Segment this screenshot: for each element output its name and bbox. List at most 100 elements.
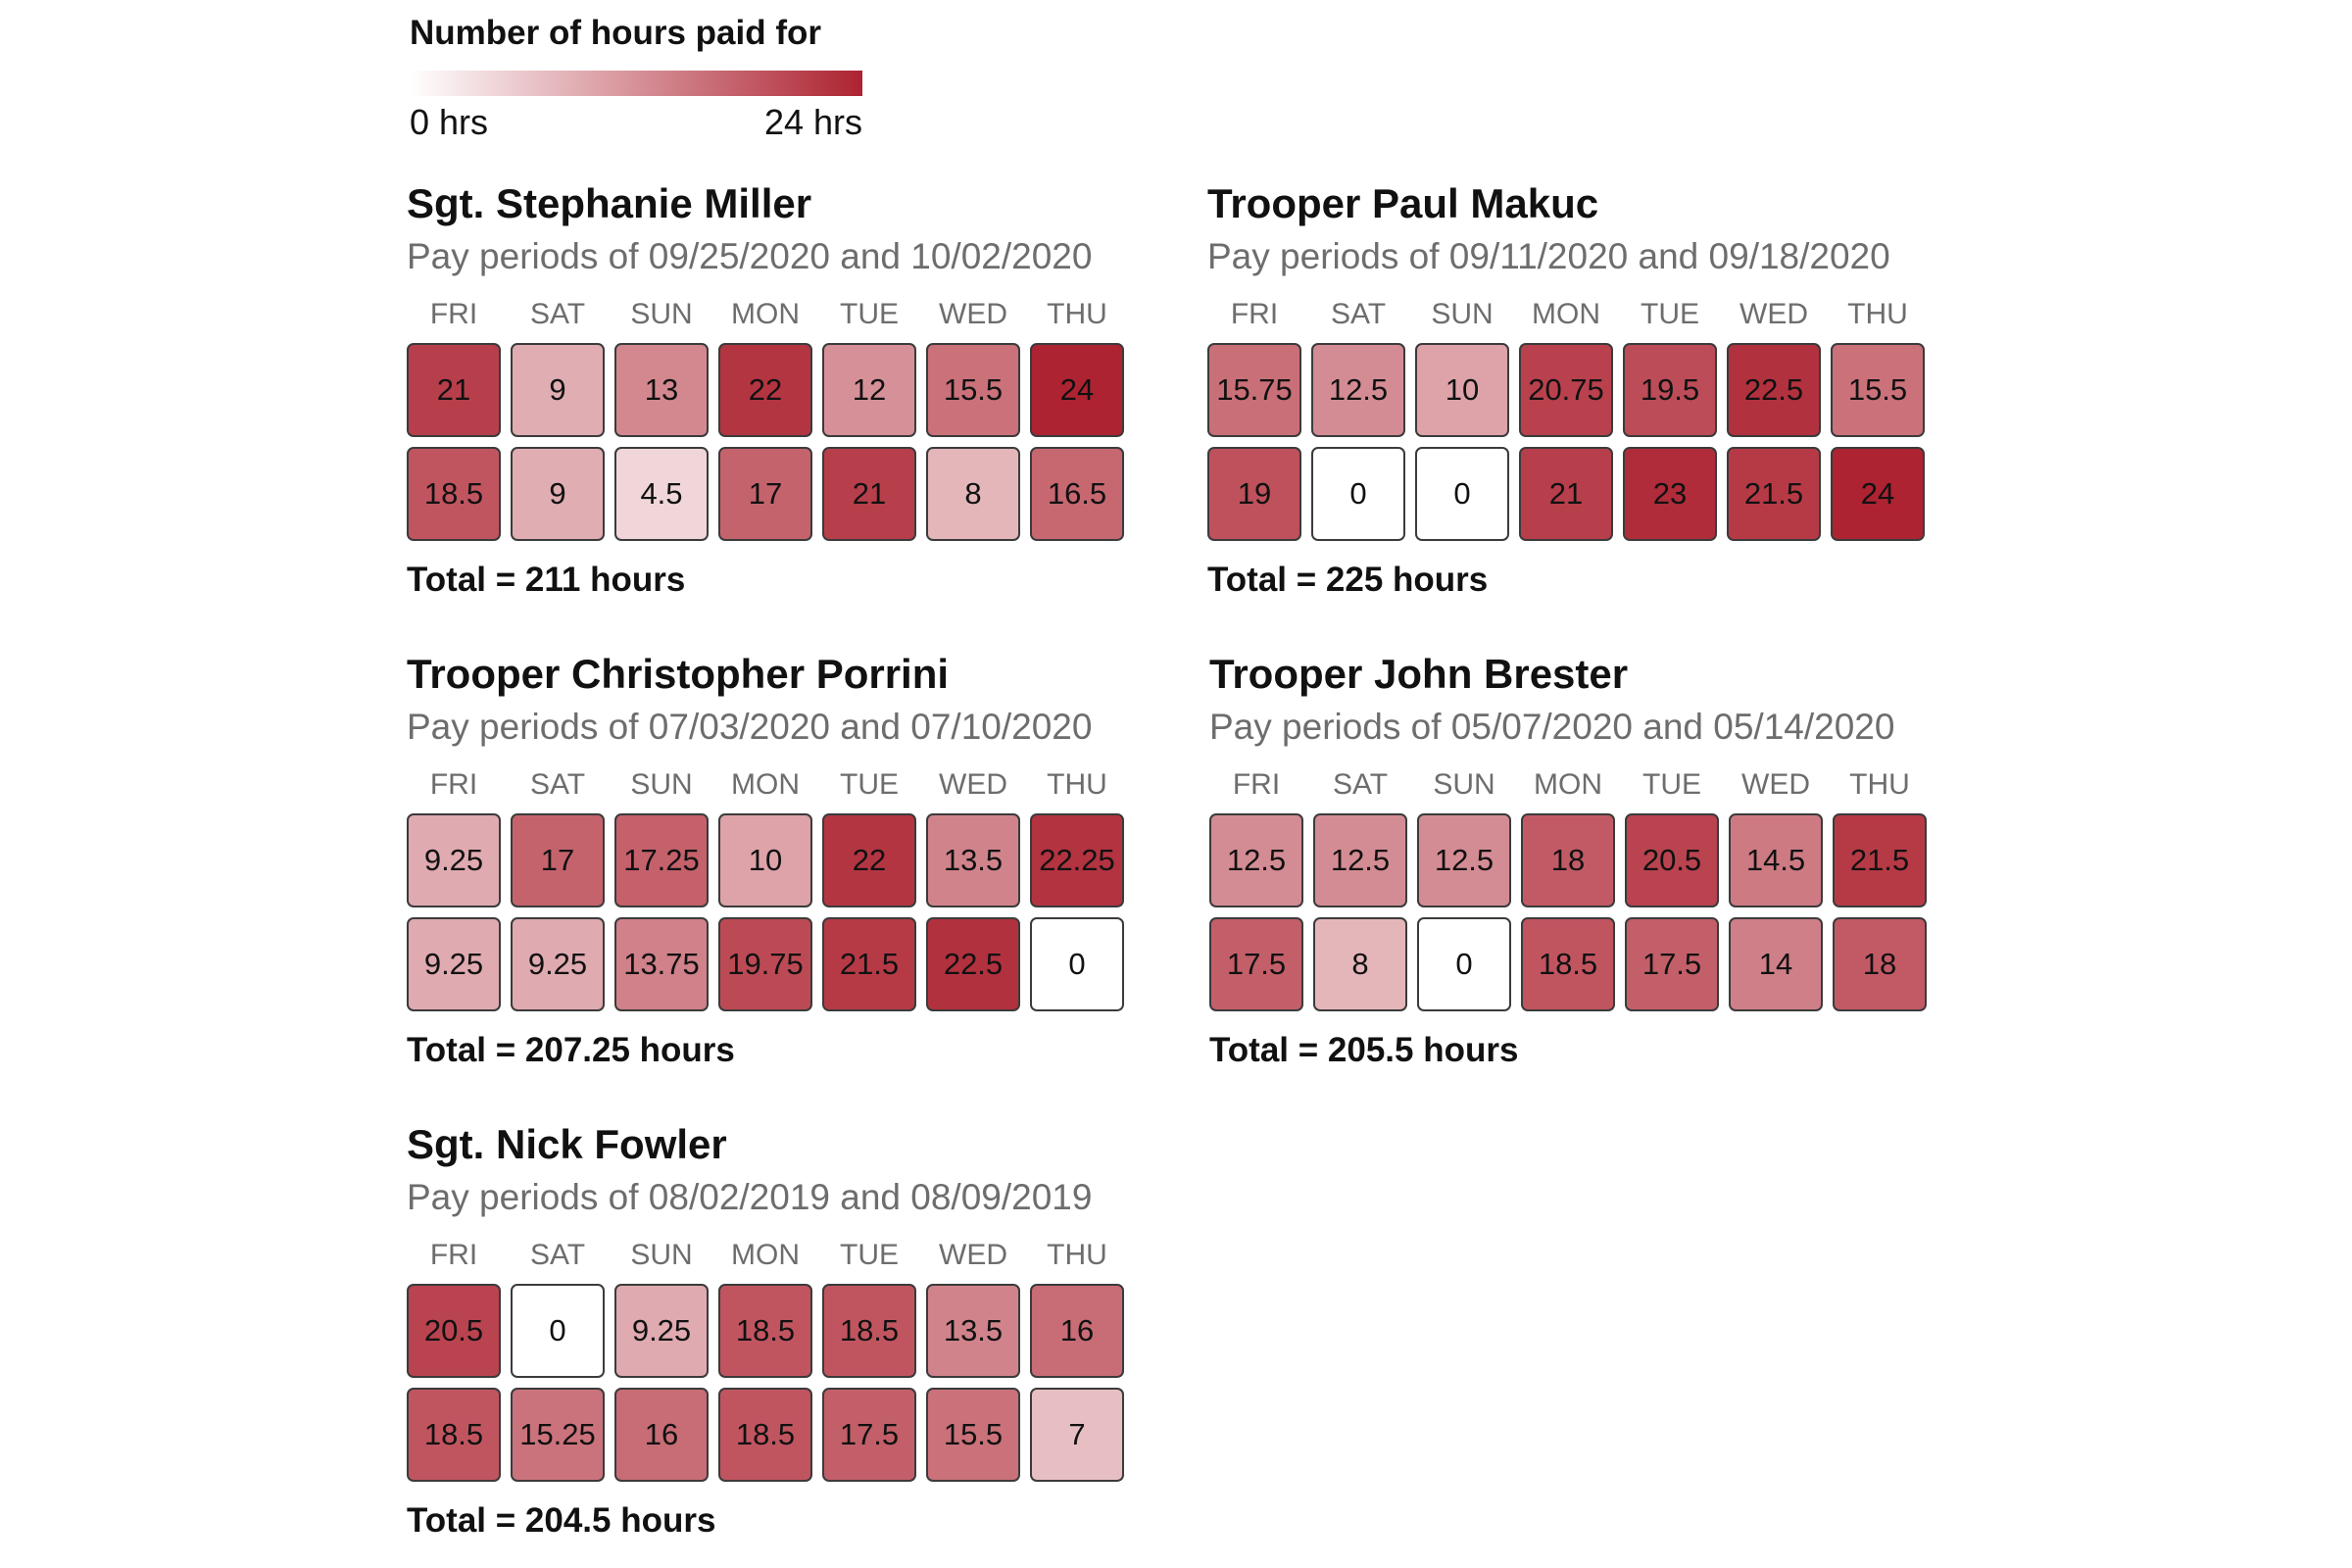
heatmap-cell: 20.5 bbox=[407, 1284, 501, 1378]
heatmap-cell: 19.75 bbox=[718, 917, 812, 1011]
heatmap-cell: 18.5 bbox=[1521, 917, 1615, 1011]
heatmap-grid: 21 9 13 22 12 15.5 24 18.5 9 4.5 17 21 8 16.5 bbox=[407, 343, 1132, 543]
day-label-sat: SAT bbox=[529, 768, 586, 801]
heatmap-cell: 17.5 bbox=[822, 1388, 916, 1482]
day-label-fri: FRI bbox=[429, 1239, 478, 1271]
heatmap-cell: 23 bbox=[1623, 447, 1717, 541]
heatmap-cell: 16 bbox=[1030, 1284, 1124, 1378]
heatmap-cell: 21.5 bbox=[822, 917, 916, 1011]
heatmap-cell: 21 bbox=[1519, 447, 1613, 541]
heatmap-cell: 18.5 bbox=[718, 1284, 812, 1378]
heatmap-cell: 18.5 bbox=[407, 1388, 501, 1482]
panel-total: Total = 205.5 hours bbox=[1209, 1031, 1519, 1069]
heatmap-grid: 20.5 0 9.25 18.5 18.5 13.5 16 18.5 15.25 16 18.5 17… bbox=[407, 1284, 1132, 1484]
heatmap-cell: 12.5 bbox=[1313, 813, 1407, 907]
heatmap-cell: 14 bbox=[1729, 917, 1823, 1011]
day-labels: FRI SAT SUN MON TUE WED THU bbox=[407, 762, 1132, 808]
panel-subtitle: Pay periods of 08/02/2019 and 08/09/2019 bbox=[407, 1177, 1093, 1217]
day-label-wed: WED bbox=[939, 1239, 1007, 1271]
day-labels: FRI SAT SUN MON TUE WED THU bbox=[1207, 292, 1933, 337]
legend-max-label: 24 hrs bbox=[763, 102, 862, 142]
heatmap-cell: 22 bbox=[718, 343, 812, 437]
day-label-wed: WED bbox=[939, 768, 1007, 801]
heatmap-cell: 18 bbox=[1833, 917, 1927, 1011]
heatmap-cell: 4.5 bbox=[614, 447, 709, 541]
heatmap-cell: 13.5 bbox=[926, 1284, 1020, 1378]
heatmap-cell: 0 bbox=[1417, 917, 1511, 1011]
day-label-thu: THU bbox=[1849, 768, 1910, 801]
heatmap-cell: 22.25 bbox=[1030, 813, 1124, 907]
day-label-sat: SAT bbox=[529, 1239, 586, 1271]
heatmap-cell: 8 bbox=[926, 447, 1020, 541]
day-label-wed: WED bbox=[1741, 768, 1810, 801]
day-label-wed: WED bbox=[1740, 298, 1808, 330]
panel-total: Total = 207.25 hours bbox=[407, 1031, 735, 1069]
heatmap-cell: 15.5 bbox=[926, 343, 1020, 437]
heatmap-cell: 12.5 bbox=[1209, 813, 1303, 907]
panel-title: Trooper Christopher Porrini bbox=[407, 651, 950, 697]
heatmap-cell: 13 bbox=[614, 343, 709, 437]
heatmap-cell: 17 bbox=[511, 813, 605, 907]
day-label-wed: WED bbox=[939, 298, 1007, 330]
panel-subtitle: Pay periods of 09/25/2020 and 10/02/2020 bbox=[407, 236, 1093, 276]
day-label-fri: FRI bbox=[1232, 768, 1281, 801]
heatmap-cell: 9 bbox=[511, 447, 605, 541]
day-label-thu: THU bbox=[1047, 298, 1107, 330]
heatmap-cell: 17.5 bbox=[1625, 917, 1719, 1011]
heatmap-cell: 17.5 bbox=[1209, 917, 1303, 1011]
heatmap-cell: 10 bbox=[718, 813, 812, 907]
heatmap-cell: 7 bbox=[1030, 1388, 1124, 1482]
legend-title: Number of hours paid for bbox=[410, 14, 821, 52]
day-label-sun: SUN bbox=[1431, 298, 1494, 330]
day-label-sat: SAT bbox=[1330, 298, 1387, 330]
heatmap-cell: 15.5 bbox=[926, 1388, 1020, 1482]
panel-christopher-porrini: Trooper Christopher Porrini Pay periods … bbox=[407, 649, 1132, 1074]
heatmap-cell: 19 bbox=[1207, 447, 1301, 541]
heatmap-cell: 20.5 bbox=[1625, 813, 1719, 907]
heatmap-cell: 22.5 bbox=[926, 917, 1020, 1011]
panel-total: Total = 225 hours bbox=[1207, 561, 1489, 599]
panel-stephanie-miller: Sgt. Stephanie Miller Pay periods of 09/… bbox=[407, 178, 1132, 604]
day-label-mon: MON bbox=[731, 298, 800, 330]
day-label-sun: SUN bbox=[630, 768, 693, 801]
panel-subtitle: Pay periods of 05/07/2020 and 05/14/2020 bbox=[1209, 707, 1895, 747]
day-label-sat: SAT bbox=[529, 298, 586, 330]
heatmap-cell: 0 bbox=[1311, 447, 1405, 541]
heatmap-cell: 12.5 bbox=[1311, 343, 1405, 437]
day-label-mon: MON bbox=[731, 1239, 800, 1271]
heatmap-cell: 16.5 bbox=[1030, 447, 1124, 541]
day-label-tue: TUE bbox=[1642, 768, 1701, 801]
day-label-thu: THU bbox=[1047, 768, 1107, 801]
heatmap-cell: 18.5 bbox=[822, 1284, 916, 1378]
heatmap-cell: 10 bbox=[1415, 343, 1509, 437]
heatmap-cell: 21 bbox=[407, 343, 501, 437]
panel-subtitle: Pay periods of 07/03/2020 and 07/10/2020 bbox=[407, 707, 1093, 747]
day-labels: FRI SAT SUN MON TUE WED THU bbox=[407, 292, 1132, 337]
heatmap-cell: 18.5 bbox=[407, 447, 501, 541]
day-labels: FRI SAT SUN MON TUE WED THU bbox=[407, 1233, 1132, 1278]
panel-title: Sgt. Stephanie Miller bbox=[407, 180, 812, 226]
heatmap-cell: 8 bbox=[1313, 917, 1407, 1011]
heatmap-cell: 0 bbox=[1030, 917, 1124, 1011]
heatmap-cell: 19.5 bbox=[1623, 343, 1717, 437]
day-label-fri: FRI bbox=[1230, 298, 1279, 330]
heatmap-cell: 21.5 bbox=[1833, 813, 1927, 907]
day-label-mon: MON bbox=[1534, 768, 1602, 801]
panel-total: Total = 211 hours bbox=[407, 561, 686, 599]
panel-subtitle: Pay periods of 09/11/2020 and 09/18/2020 bbox=[1207, 236, 1890, 276]
panel-paul-makuc: Trooper Paul Makuc Pay periods of 09/11/… bbox=[1207, 178, 1933, 604]
heatmap-cell: 13.75 bbox=[614, 917, 709, 1011]
panel-title: Trooper Paul Makuc bbox=[1207, 180, 1599, 226]
panel-john-brester: Trooper John Brester Pay periods of 05/0… bbox=[1209, 649, 1935, 1074]
panel-title: Sgt. Nick Fowler bbox=[407, 1121, 727, 1167]
heatmap-cell: 21.5 bbox=[1727, 447, 1821, 541]
heatmap-cell: 0 bbox=[511, 1284, 605, 1378]
heatmap-cell: 22 bbox=[822, 813, 916, 907]
heatmap-cell: 15.25 bbox=[511, 1388, 605, 1482]
heatmap-cell: 12.5 bbox=[1417, 813, 1511, 907]
heatmap-cell: 18.5 bbox=[718, 1388, 812, 1482]
heatmap-cell: 0 bbox=[1415, 447, 1509, 541]
day-label-tue: TUE bbox=[840, 768, 899, 801]
heatmap-cell: 18 bbox=[1521, 813, 1615, 907]
heatmap-grid: 9.25 17 17.25 10 22 13.5 22.25 9.25 9.25 13.75 19.… bbox=[407, 813, 1132, 1013]
